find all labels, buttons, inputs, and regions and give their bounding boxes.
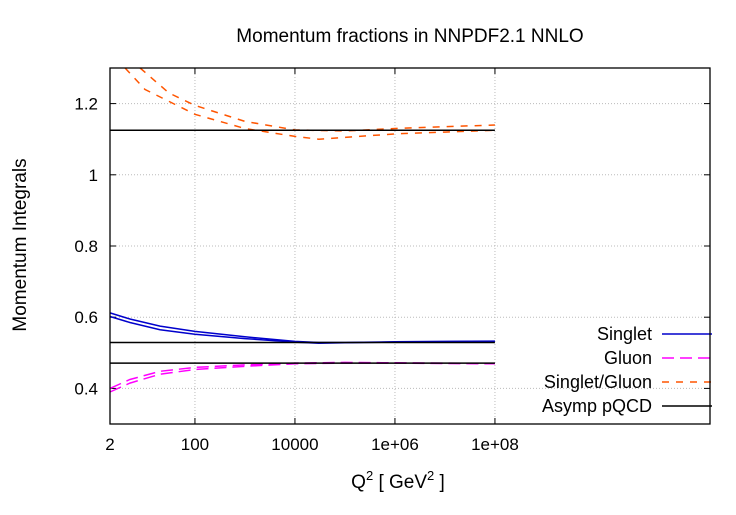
series-line-singlet — [109, 315, 495, 344]
plot-frame — [109, 67, 711, 425]
legend-label: Gluon — [604, 348, 652, 368]
x-label-mid: [ GeV — [373, 472, 427, 493]
y-tick-label: 0.6 — [74, 308, 98, 327]
legend-label: Singlet/Gluon — [544, 372, 652, 392]
y-tick-label: 0.8 — [74, 237, 98, 256]
x-label-q: Q — [351, 472, 366, 493]
x-label-end: ] — [434, 472, 445, 493]
series-line-gluon — [109, 362, 495, 393]
y-tick-label: 0.4 — [74, 379, 98, 398]
series-line-gluon — [109, 361, 495, 390]
x-tick-label: 100 — [181, 435, 209, 454]
series-line-singlet-gluon — [124, 67, 495, 140]
chart-title: Momentum fractions in NNPDF2.1 NNLO — [236, 26, 583, 47]
series-line-singlet-gluon — [139, 67, 495, 132]
legend-label: Asymp pQCD — [542, 396, 652, 416]
y-axis-label: Momentum Integrals — [10, 158, 31, 331]
legend-label: Singlet — [597, 324, 652, 344]
x-label-sup: 2 — [366, 468, 373, 483]
x-axis-label: Q2 [ GeV2 ] — [351, 468, 445, 493]
x-label-sup2: 2 — [427, 468, 434, 483]
x-tick-label: 2 — [105, 435, 114, 454]
y-tick-label: 1.2 — [74, 95, 98, 114]
y-tick-label: 1 — [89, 166, 98, 185]
x-tick-label: 10000 — [271, 435, 318, 454]
x-tick-label: 1e+08 — [471, 435, 519, 454]
x-tick-label: 1e+06 — [371, 435, 419, 454]
